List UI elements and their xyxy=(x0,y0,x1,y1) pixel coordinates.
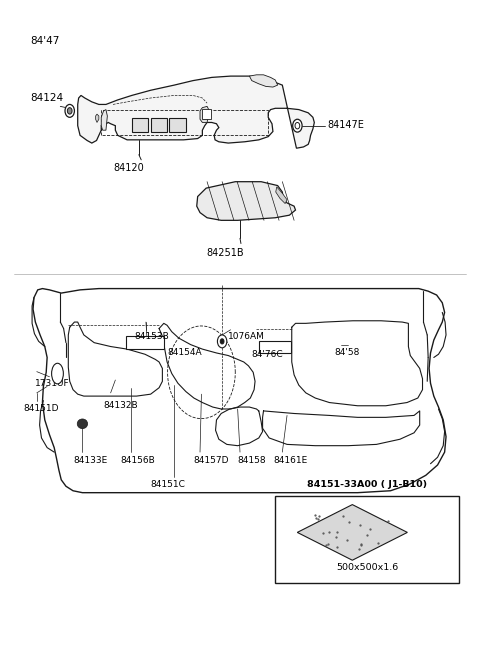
Text: 84124: 84124 xyxy=(31,93,64,103)
Bar xyxy=(151,118,167,132)
Text: 1076AM: 1076AM xyxy=(228,332,265,341)
Text: 84151-33A00 ( J1-B10): 84151-33A00 ( J1-B10) xyxy=(307,480,427,489)
Bar xyxy=(259,342,291,353)
Bar xyxy=(169,118,186,132)
Bar xyxy=(126,336,164,349)
Text: 84153B: 84153B xyxy=(134,332,169,341)
Text: 84'47: 84'47 xyxy=(31,35,60,46)
Text: 84158: 84158 xyxy=(238,456,266,465)
Polygon shape xyxy=(197,182,296,220)
Polygon shape xyxy=(101,110,108,130)
Text: 84147E: 84147E xyxy=(327,120,364,130)
Bar xyxy=(132,118,148,132)
Text: 84157D: 84157D xyxy=(193,456,228,465)
Text: 84154A: 84154A xyxy=(167,348,202,357)
Ellipse shape xyxy=(52,363,63,384)
Ellipse shape xyxy=(77,419,87,428)
Text: 84132B: 84132B xyxy=(104,401,138,410)
Text: 84156B: 84156B xyxy=(120,456,155,465)
Polygon shape xyxy=(297,505,408,560)
Circle shape xyxy=(295,122,300,129)
Polygon shape xyxy=(200,106,209,122)
Text: 84120: 84120 xyxy=(113,162,144,173)
Circle shape xyxy=(67,108,72,114)
Text: 84151D: 84151D xyxy=(24,405,59,413)
Text: 84251B: 84251B xyxy=(206,248,244,258)
Polygon shape xyxy=(96,114,99,122)
Circle shape xyxy=(65,104,74,118)
Text: 84151C: 84151C xyxy=(151,480,185,489)
Text: 84161E: 84161E xyxy=(273,456,307,465)
Text: 84133E: 84133E xyxy=(73,456,107,465)
Circle shape xyxy=(220,339,224,344)
Polygon shape xyxy=(33,288,446,493)
Text: 500x500x1.6: 500x500x1.6 xyxy=(336,564,398,572)
Polygon shape xyxy=(250,75,277,87)
Text: 1731UF: 1731UF xyxy=(36,378,70,388)
Bar xyxy=(203,109,211,119)
Bar xyxy=(275,496,459,583)
Circle shape xyxy=(217,335,227,348)
Circle shape xyxy=(293,120,302,132)
Polygon shape xyxy=(276,187,287,204)
Polygon shape xyxy=(78,76,314,148)
Text: 84'58: 84'58 xyxy=(334,348,360,357)
Text: 84'76C: 84'76C xyxy=(252,350,283,359)
